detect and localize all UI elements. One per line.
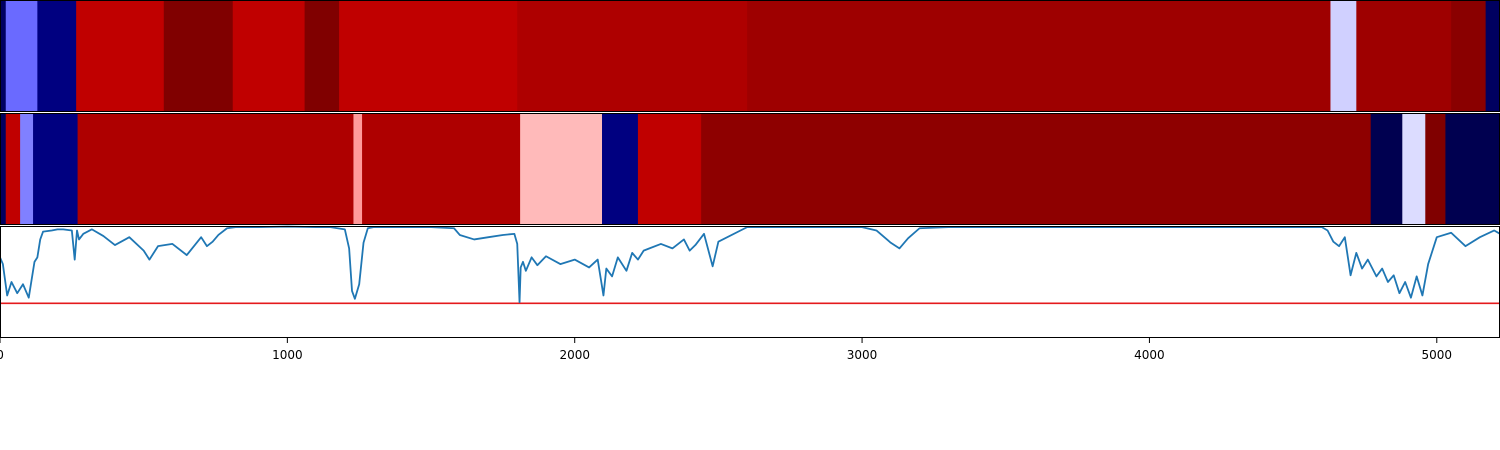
x-tick-label-1: 1000 [272,348,303,362]
band-1-segment-4 [163,0,234,112]
band-1-segment-11 [1356,0,1452,112]
band-2-segment-2 [20,113,34,225]
band-1-segment-10 [1330,0,1357,112]
band-1-segment-2 [37,0,77,112]
x-tick-label-4: 4000 [1134,348,1165,362]
band-1-segment-8 [517,0,748,112]
band-1-segment-0 [0,0,7,112]
band-1-segment-3 [76,0,165,112]
heatmap-band-2 [0,113,1500,225]
band-1-segment-13 [1485,0,1500,112]
heatmap-band-1 [0,0,1500,112]
band-1-segment-5 [232,0,306,112]
band-2-segment-14 [1445,113,1500,225]
band-2-segment-3 [33,113,79,225]
band-2-segment-13 [1425,113,1447,225]
band-2-segment-7 [520,113,603,225]
x-tick-label-5: 5000 [1422,348,1453,362]
line-panel-background [0,226,1500,338]
x-axis: 0 1000 2000 3000 4000 5000 [0,338,1452,362]
band-1-segment-6 [304,0,340,112]
band-2-segment-8 [602,113,639,225]
band-1-segment-1 [5,0,38,112]
x-tick-label-0: 0 [0,348,4,362]
band-2-segment-11 [1370,113,1403,225]
band-1-segment-12 [1451,0,1487,112]
band-2-segment-4 [77,113,355,225]
x-tick-label-3: 3000 [847,348,878,362]
band-2-segment-5 [353,113,363,225]
band-2-segment-6 [362,113,521,225]
band-2-segment-12 [1402,113,1426,225]
band-2-segment-10 [701,113,1372,225]
band-2-segment-9 [637,113,702,225]
band-1-segment-7 [339,0,518,112]
line-panel [0,225,1500,338]
series-line [0,225,1500,304]
band-2-segment-1 [5,113,21,225]
band-2-segment-0 [0,113,7,225]
band-1-segment-9 [747,0,1332,112]
x-tick-label-2: 2000 [559,348,590,362]
